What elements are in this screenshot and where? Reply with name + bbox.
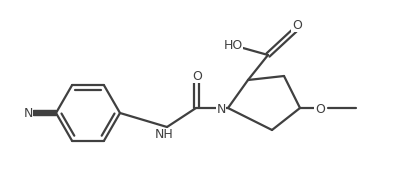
Text: N: N bbox=[23, 107, 33, 120]
Text: NH: NH bbox=[155, 129, 173, 141]
Text: O: O bbox=[292, 19, 302, 32]
Text: O: O bbox=[315, 102, 325, 116]
Text: O: O bbox=[192, 69, 202, 82]
Text: HO: HO bbox=[223, 39, 243, 51]
Text: N: N bbox=[216, 102, 226, 116]
